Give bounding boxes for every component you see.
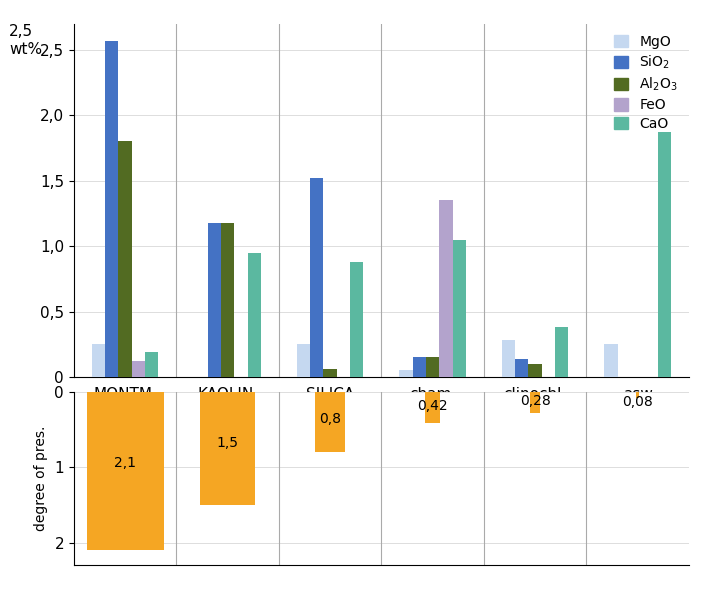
Bar <box>221 223 234 377</box>
Bar <box>529 364 542 377</box>
Bar <box>316 392 344 452</box>
Bar <box>515 359 529 377</box>
Bar <box>207 223 221 377</box>
Bar <box>323 369 337 377</box>
Text: 0,42: 0,42 <box>418 399 448 413</box>
Bar <box>247 253 261 377</box>
Text: 1,5: 1,5 <box>217 436 238 449</box>
Bar <box>92 344 105 377</box>
Bar <box>636 392 639 398</box>
Bar <box>297 344 310 377</box>
Bar <box>413 358 426 377</box>
Text: 2,5
wt%: 2,5 wt% <box>9 24 42 57</box>
Text: 2,1: 2,1 <box>114 456 136 470</box>
Bar <box>555 327 569 377</box>
Text: 0,28: 0,28 <box>520 394 550 408</box>
Bar <box>658 132 671 377</box>
Bar <box>350 262 363 377</box>
Legend: MgO, SiO$_2$, Al$_2$O$_3$, FeO, CaO: MgO, SiO$_2$, Al$_2$O$_3$, FeO, CaO <box>610 31 682 135</box>
Bar <box>118 141 131 377</box>
Bar <box>105 41 118 377</box>
Bar <box>453 240 466 377</box>
Bar <box>502 340 515 377</box>
Text: 0,8: 0,8 <box>319 412 341 426</box>
Bar <box>605 344 618 377</box>
Bar <box>530 392 541 413</box>
Bar <box>399 370 413 377</box>
Text: 0,08: 0,08 <box>622 395 653 409</box>
Bar <box>145 352 158 377</box>
Bar <box>426 358 439 377</box>
Bar <box>425 392 440 423</box>
Bar <box>131 361 145 377</box>
Bar <box>200 392 255 505</box>
Y-axis label: degree of pres.: degree of pres. <box>34 426 48 531</box>
Bar <box>86 392 164 550</box>
Bar <box>439 200 453 377</box>
Bar <box>310 178 323 377</box>
